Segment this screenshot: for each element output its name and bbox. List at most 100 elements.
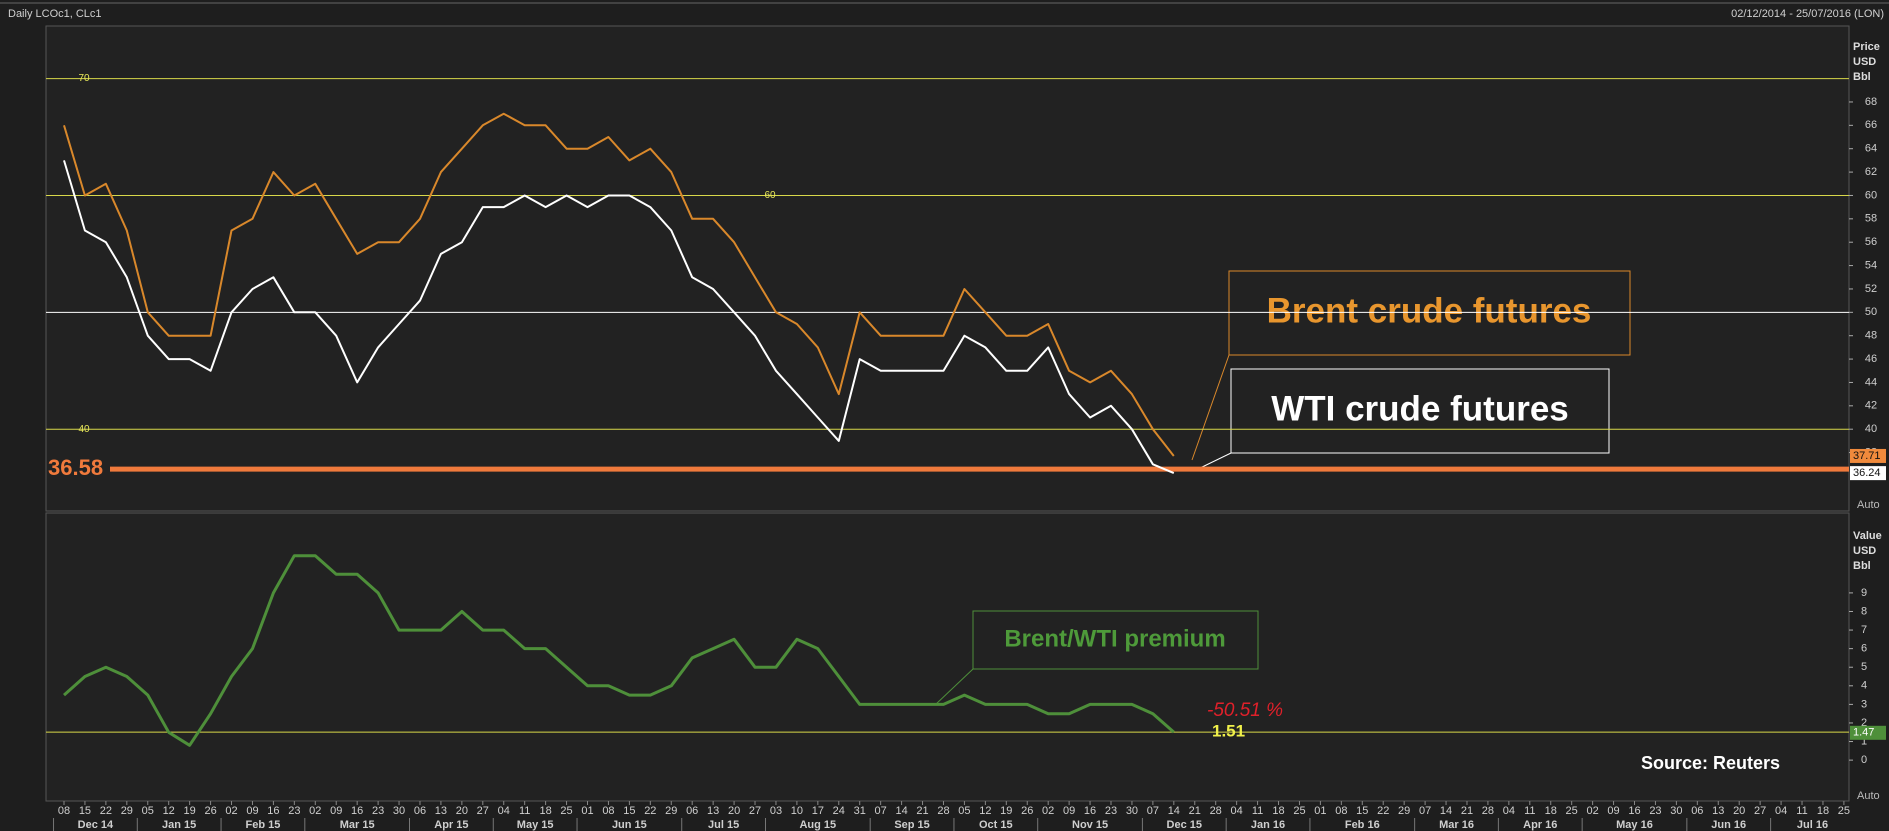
x-tick-label: 14 xyxy=(1440,805,1452,817)
x-tick-label: 17 xyxy=(812,805,824,817)
month-label: Jan 16 xyxy=(1251,819,1285,831)
x-tick-label: 29 xyxy=(665,805,677,817)
x-tick-label: 29 xyxy=(1398,805,1410,817)
reference-label: 40 xyxy=(78,424,90,435)
x-tick-label: 02 xyxy=(1042,805,1054,817)
x-tick-label: 20 xyxy=(456,805,468,817)
premium-label: Brent/WTI premium xyxy=(1004,625,1225,652)
x-tick-label: 30 xyxy=(393,805,405,817)
date-range: 02/12/2014 - 25/07/2016 (LON) xyxy=(1731,8,1884,20)
x-tick-label: 06 xyxy=(414,805,426,817)
x-tick-label: 21 xyxy=(916,805,928,817)
x-tick-label: 04 xyxy=(498,805,510,817)
x-tick-label: 26 xyxy=(1021,805,1033,817)
wti-label: WTI crude futures xyxy=(1271,389,1569,428)
last-value-tag xyxy=(1850,448,1886,463)
x-tick-label: 26 xyxy=(204,805,216,817)
premium-change: -50.51 % xyxy=(1207,700,1283,721)
y-axis-label: USD xyxy=(1853,56,1876,68)
month-label: Feb 15 xyxy=(246,819,281,831)
x-tick-label: 18 xyxy=(1545,805,1557,817)
last-value-label: 36.24 xyxy=(1853,467,1881,479)
month-label: Nov 15 xyxy=(1072,819,1108,831)
month-label: Dec 15 xyxy=(1167,819,1202,831)
premium-panel xyxy=(45,512,1850,802)
month-label: May 16 xyxy=(1616,819,1653,831)
x-tick-label: 28 xyxy=(937,805,949,817)
month-label: Jun 16 xyxy=(1711,819,1746,831)
premium-connector xyxy=(934,668,974,706)
x-tick-label: 27 xyxy=(477,805,489,817)
x-tick-label: 09 xyxy=(246,805,258,817)
y2-tick-label: 3 xyxy=(1861,698,1867,710)
x-tick-label: 11 xyxy=(1796,805,1807,817)
x-tick-label: 07 xyxy=(875,805,887,817)
month-label: Mar 15 xyxy=(340,819,375,831)
x-tick-label: 02 xyxy=(309,805,321,817)
y-tick-label: 42 xyxy=(1865,400,1877,412)
x-tick-label: 21 xyxy=(1461,805,1473,817)
month-label: Mar 16 xyxy=(1439,819,1474,831)
x-tick-label: 11 xyxy=(1252,805,1263,817)
y-axis-label: Price xyxy=(1853,41,1880,53)
x-tick-label: 25 xyxy=(1566,805,1578,817)
month-label: Oct 15 xyxy=(979,819,1013,831)
x-tick-label: 05 xyxy=(958,805,970,817)
x-tick-label: 22 xyxy=(100,805,112,817)
series-line xyxy=(63,112,1175,457)
x-tick-label: 02 xyxy=(1586,805,1598,817)
x-tick-label: 01 xyxy=(581,805,593,817)
premium-level-label: 1.51 xyxy=(1212,722,1245,741)
x-tick-label: 23 xyxy=(372,805,384,817)
y-tick-label: 66 xyxy=(1865,119,1877,131)
y2-tick-label: 7 xyxy=(1861,624,1867,636)
x-tick-label: 02 xyxy=(225,805,237,817)
x-tick-label: 09 xyxy=(1607,805,1619,817)
x-tick-label: 18 xyxy=(1817,805,1829,817)
y-tick-label: 58 xyxy=(1865,213,1877,225)
y-tick-label: 52 xyxy=(1865,283,1877,295)
y2-tick-label: 9 xyxy=(1861,587,1867,599)
x-tick-label: 06 xyxy=(1691,805,1703,817)
month-label: Apr 15 xyxy=(434,819,468,831)
last-value-label: 1.47 xyxy=(1853,727,1874,739)
last-value-tag xyxy=(1850,466,1886,481)
y2-tick-label: 0 xyxy=(1861,754,1867,766)
x-tick-label: 20 xyxy=(728,805,740,817)
month-label: Jun 15 xyxy=(612,819,647,831)
x-tick-label: 08 xyxy=(602,805,614,817)
x-tick-label: 10 xyxy=(791,805,803,817)
month-label: Jul 15 xyxy=(708,819,739,831)
x-tick-label: 04 xyxy=(1231,805,1243,817)
y2-tick-label: 1 xyxy=(1861,735,1867,747)
x-tick-label: 14 xyxy=(895,805,907,817)
x-tick-label: 06 xyxy=(686,805,698,817)
auto-label-2: Auto xyxy=(1857,790,1880,802)
y-tick-label: 62 xyxy=(1865,166,1877,178)
month-label: Sep 15 xyxy=(894,819,929,831)
x-tick-label: 05 xyxy=(142,805,154,817)
y-tick-label: 50 xyxy=(1865,306,1877,318)
month-label: Feb 16 xyxy=(1345,819,1380,831)
reference-label: 60 xyxy=(764,190,776,201)
x-tick-label: 15 xyxy=(1356,805,1368,817)
y-tick-label: 48 xyxy=(1865,330,1877,342)
wti-label-box xyxy=(1230,368,1610,454)
x-tick-label: 11 xyxy=(519,805,530,817)
y-tick-label: 44 xyxy=(1865,376,1877,388)
x-tick-label: 04 xyxy=(1775,805,1787,817)
x-tick-label: 15 xyxy=(623,805,635,817)
x-tick-label: 18 xyxy=(539,805,551,817)
y2-tick-label: 6 xyxy=(1861,643,1867,655)
y2-tick-label: 4 xyxy=(1861,680,1867,692)
x-tick-label: 31 xyxy=(854,805,866,817)
x-tick-label: 11 xyxy=(1524,805,1535,817)
brent-label: Brent crude futures xyxy=(1267,291,1592,330)
x-tick-label: 19 xyxy=(1000,805,1012,817)
x-tick-label: 12 xyxy=(979,805,991,817)
x-tick-label: 08 xyxy=(1335,805,1347,817)
x-tick-label: 14 xyxy=(1168,805,1180,817)
x-tick-label: 30 xyxy=(1670,805,1682,817)
